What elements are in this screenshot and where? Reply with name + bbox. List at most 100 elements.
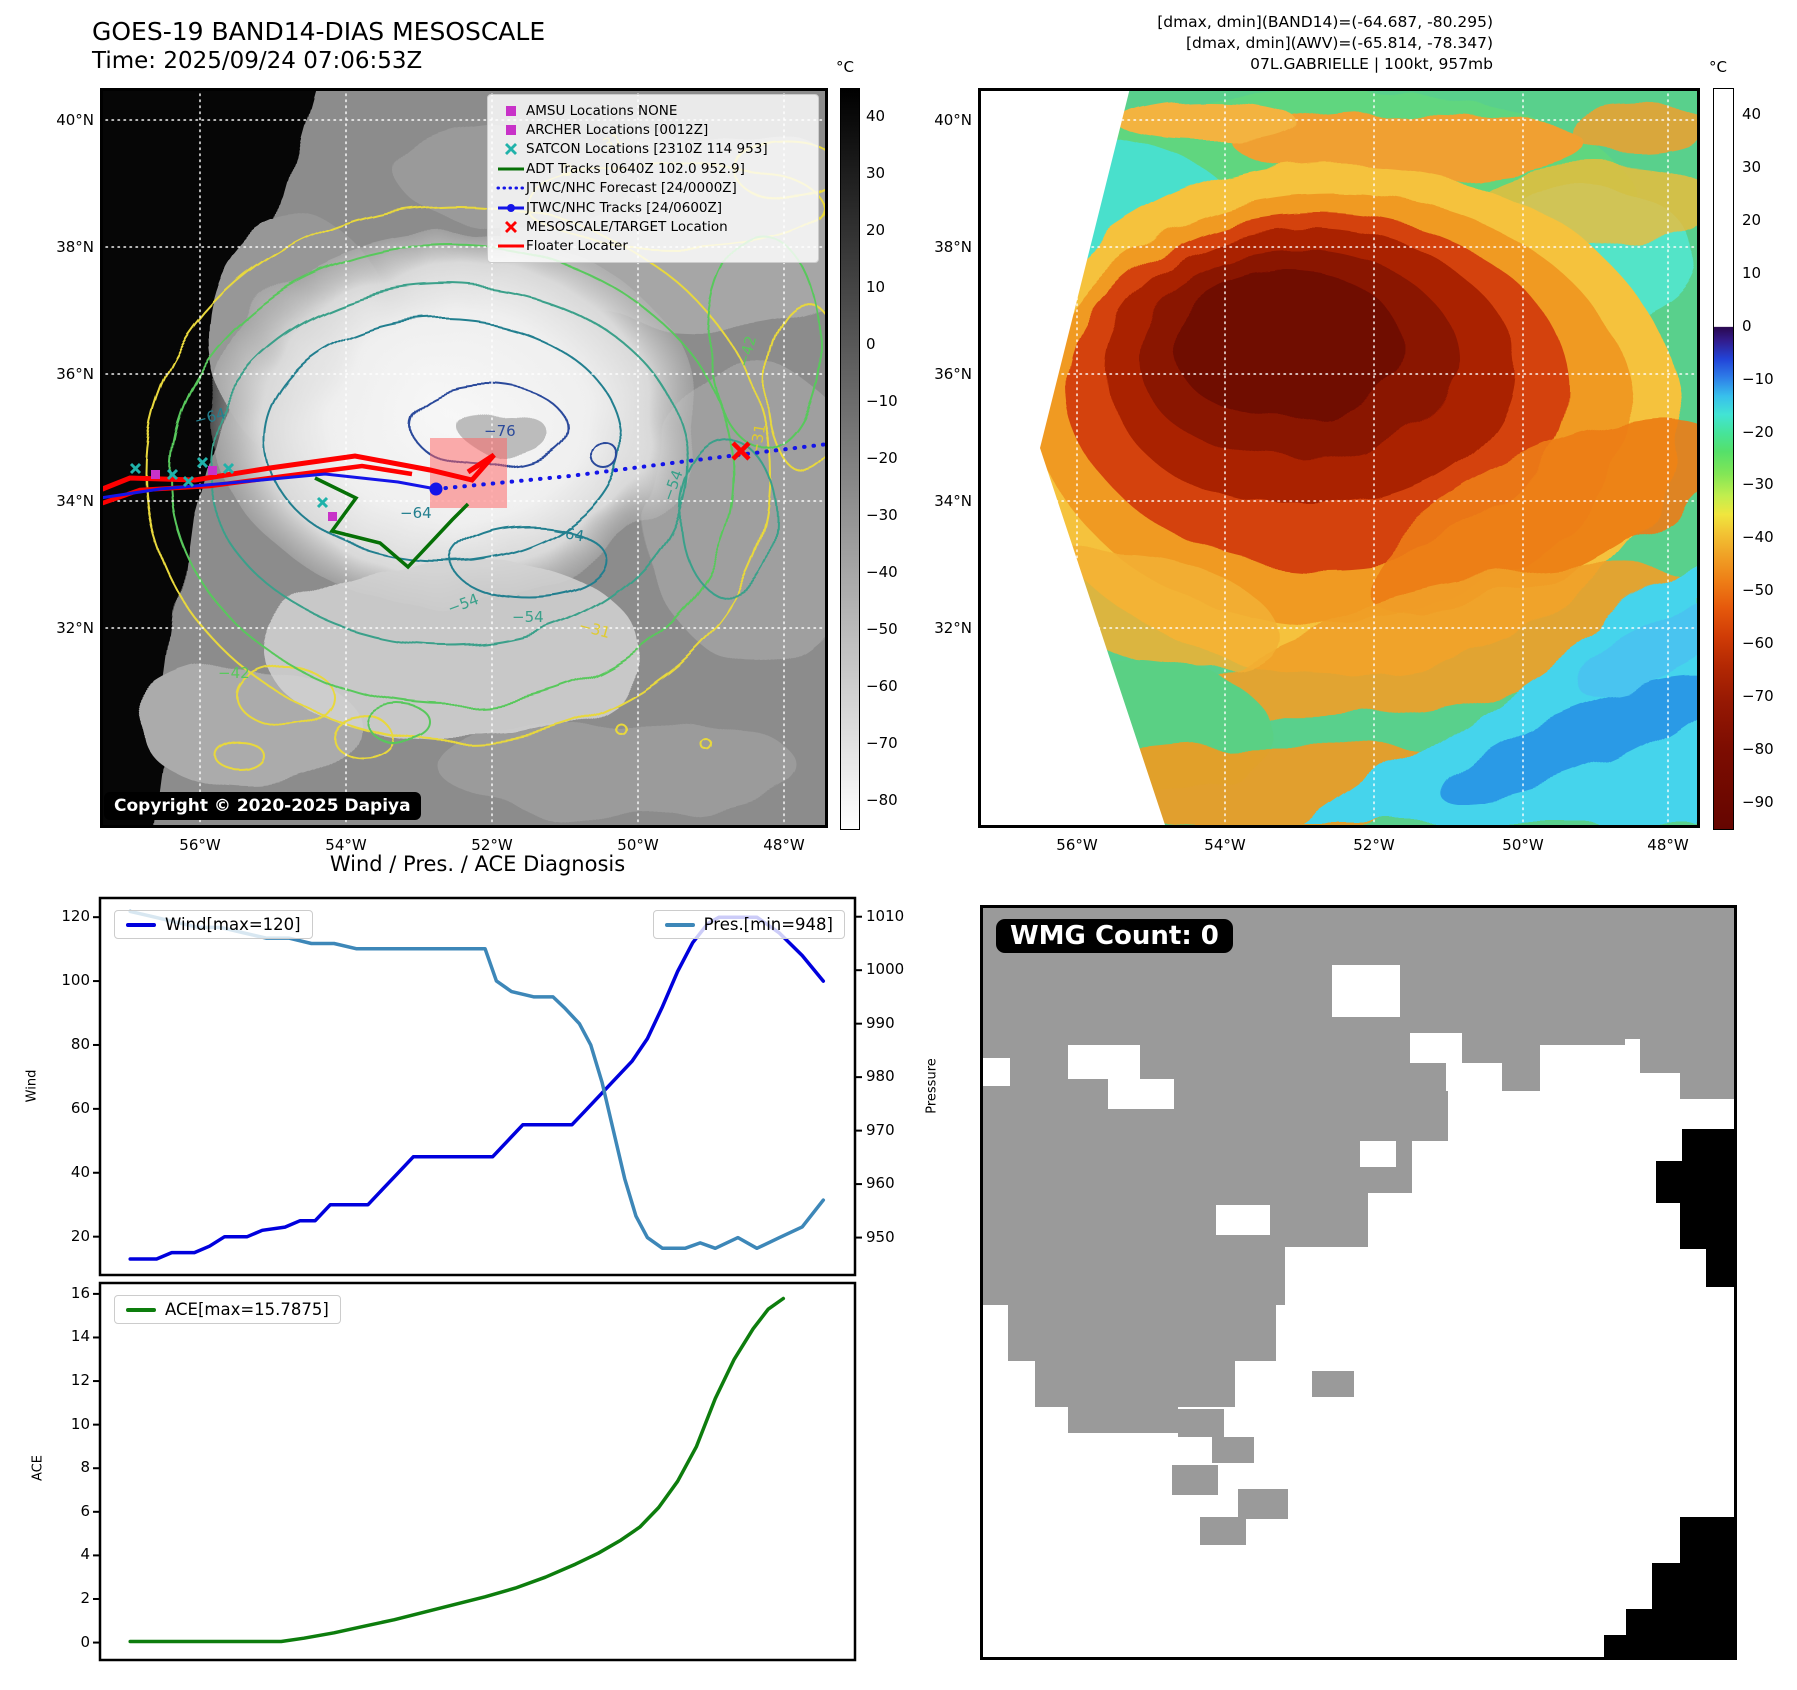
panel-border <box>980 905 1737 1660</box>
ace-tick-label: 0 <box>80 1632 90 1651</box>
lon-tick-label: 56°W <box>1056 836 1098 854</box>
lat-tick-label: 36°N <box>56 365 94 383</box>
legend-marker <box>496 181 526 195</box>
colorbar-tick-label: −80 <box>866 790 898 809</box>
legend-item: SATCON Locations [2310Z 114 953] <box>496 140 810 159</box>
map-border <box>978 88 1700 828</box>
contour-label: −64 <box>551 522 585 545</box>
lon-tick-label: 50°W <box>1502 836 1544 854</box>
wind-pressure-chart <box>93 896 862 1277</box>
ace-legend-label: ACE[max=15.7875] <box>165 1300 329 1319</box>
ace-tick-label: 6 <box>80 1501 90 1520</box>
dmax-dmin-band14: [dmax, dmin](BAND14)=(-64.687, -80.295) <box>1157 13 1493 31</box>
page-title: GOES-19 BAND14-DIAS MESOSCALE <box>92 17 546 46</box>
lat-tick-label: 32°N <box>56 619 94 637</box>
legend-item-label: Floater Locater <box>526 238 628 255</box>
pressure-tick-label: 950 <box>866 1227 895 1246</box>
contour-label: −54 <box>512 608 544 626</box>
colorbar-tick-label: 30 <box>1742 158 1762 177</box>
colorbar-tick-label: −50 <box>1742 581 1774 600</box>
ace-tick-label: 14 <box>70 1327 90 1346</box>
wind-tick-label: 20 <box>70 1226 90 1245</box>
storm-id-intensity: 07L.GABRIELLE | 100kt, 957mb <box>1250 55 1493 73</box>
legend-marker <box>496 239 526 253</box>
map-legend: AMSU Locations NONE ARCHER Locations [001… <box>487 94 819 264</box>
lat-tick-label: 34°N <box>56 492 94 510</box>
wmg-gray-region <box>980 905 1737 1545</box>
pressure-tick-label: 980 <box>866 1067 895 1086</box>
colorbar-tick-label: −60 <box>1742 634 1774 652</box>
jtwc-track <box>100 472 437 500</box>
legend-item: ARCHER Locations [0012Z] <box>496 120 810 139</box>
legend-item: MESOSCALE/TARGET Location <box>496 217 810 236</box>
legend-marker <box>496 220 526 234</box>
diagnosis-title: Wind / Pres. / ACE Diagnosis <box>329 852 626 876</box>
colorbar-tick-label: −60 <box>866 676 898 695</box>
pressure-axis-label: Pressure <box>924 1058 940 1114</box>
colorbar-tick-label: 30 <box>866 164 886 183</box>
colorbar-tick-label: 40 <box>866 107 886 126</box>
colorbar-tick-label: 40 <box>1742 105 1762 124</box>
colorbar-tick-label: −80 <box>1742 739 1774 758</box>
legend-item-label: MESOSCALE/TARGET Location <box>526 219 728 236</box>
colorbar-tick-label: 10 <box>866 278 886 297</box>
legend-item-label: AMSU Locations NONE <box>526 102 678 119</box>
band14-colorbar-unit: °C <box>836 58 854 76</box>
legend-item-label: SATCON Locations [2310Z 114 953] <box>526 141 768 158</box>
lat-tick-label: 40°N <box>934 111 972 129</box>
wind-tick-label: 40 <box>70 1162 90 1181</box>
legend-marker <box>496 104 526 118</box>
pressure-tick-label: 990 <box>866 1013 895 1032</box>
wmg-mask-map <box>980 905 1737 1660</box>
line-dot-marker-icon <box>498 203 524 212</box>
lon-tick-label: 52°W <box>1353 836 1395 854</box>
ace-tick-label: 16 <box>70 1283 90 1302</box>
wind-legend-line <box>126 922 156 927</box>
square-marker-icon <box>506 125 516 136</box>
jtwc-last-fix-dot <box>429 482 443 496</box>
series-line-ace <box>128 1296 786 1644</box>
legend-item-label: ADT Tracks [0640Z 102.0 952.9] <box>526 160 745 177</box>
wind-legend-label: Wind[max=120] <box>165 915 301 934</box>
adt-track <box>314 476 470 570</box>
lon-tick-label: 48°W <box>763 836 805 854</box>
ace-tick-label: 10 <box>70 1414 90 1433</box>
pressure-tick-label: 960 <box>866 1174 895 1193</box>
colorbar-tick-label: −20 <box>1742 422 1774 441</box>
lat-tick-label: 36°N <box>934 365 972 383</box>
lon-tick-label: 52°W <box>471 836 513 854</box>
legend-marker <box>496 142 526 156</box>
wmg-white-holes <box>980 965 1502 1235</box>
colorbar-tick-label: −70 <box>866 733 898 752</box>
swath-edge-nodata <box>978 88 1166 828</box>
legend-marker <box>496 201 526 215</box>
x-marker-icon <box>505 143 517 156</box>
ace-tick-label: 2 <box>80 1588 90 1607</box>
wmg-count-badge: WMG Count: 0 <box>996 919 1233 953</box>
axis-tick-marks <box>93 915 862 1239</box>
line-marker-icon <box>498 167 524 171</box>
series-line-pressure <box>128 909 826 1251</box>
awv-colorbar <box>1713 88 1734 830</box>
lon-tick-label: 54°W <box>1204 836 1246 854</box>
lon-tick-label: 48°W <box>1647 836 1689 854</box>
awv-satellite-map <box>978 88 1700 828</box>
storm-stats-block: [dmax, dmin](BAND14)=(-64.687, -80.295) … <box>1157 12 1493 75</box>
colorbar-tick-label: −30 <box>866 505 898 524</box>
lon-tick-label: 54°W <box>325 836 367 854</box>
contour-label: −31 <box>746 422 769 456</box>
wind-tick-label: 60 <box>70 1098 90 1117</box>
colorbar-tick-label: 10 <box>1742 264 1762 282</box>
satcon-markers <box>129 456 329 509</box>
ace-series <box>128 1296 786 1644</box>
contour-label: −42 <box>218 664 250 682</box>
legend-item-label: JTWC/NHC Forecast [24/0000Z] <box>526 180 737 197</box>
pressure-tick-label: 1000 <box>866 960 905 979</box>
ace-chart <box>93 1281 857 1662</box>
wind-axis-label: Wind <box>24 1069 40 1103</box>
lat-tick-label: 38°N <box>56 238 94 256</box>
ace-tick-label: 4 <box>80 1545 90 1564</box>
contour-label: −64 <box>400 504 432 522</box>
lat-tick-label: 34°N <box>934 492 972 510</box>
